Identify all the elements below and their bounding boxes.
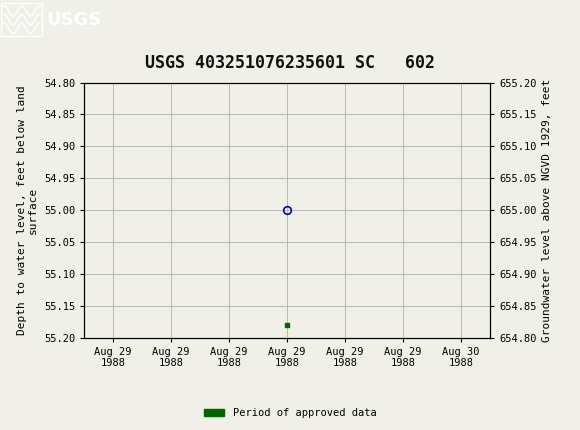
Legend: Period of approved data: Period of approved data [200,404,380,423]
Text: USGS: USGS [46,11,102,29]
Y-axis label: Groundwater level above NGVD 1929, feet: Groundwater level above NGVD 1929, feet [542,78,552,342]
Y-axis label: Depth to water level, feet below land
surface: Depth to water level, feet below land su… [17,85,38,335]
Text: USGS 403251076235601 SC   602: USGS 403251076235601 SC 602 [145,54,435,72]
